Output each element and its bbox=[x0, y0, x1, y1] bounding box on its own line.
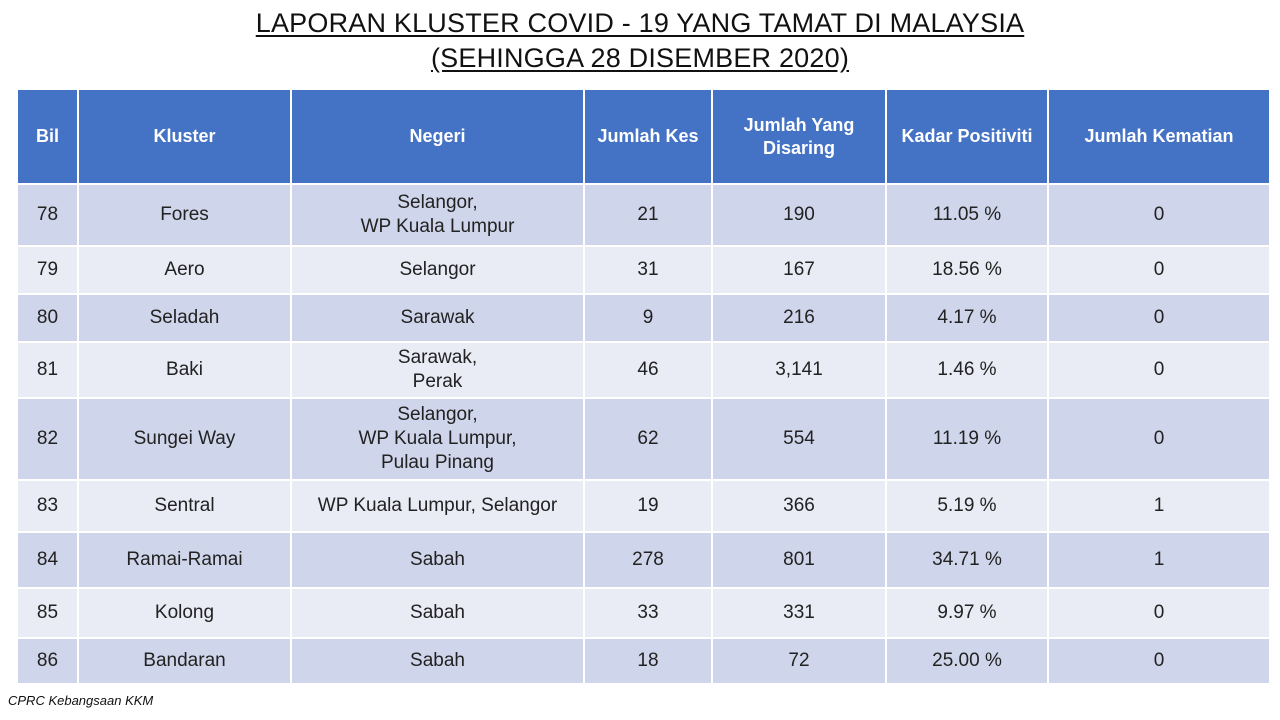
cell-jumlah-disaring: 331 bbox=[711, 587, 887, 639]
cell-kadar-positiviti: 25.00 % bbox=[885, 637, 1049, 685]
cell-jumlah-kematian: 1 bbox=[1047, 479, 1271, 533]
header-kluster: Kluster bbox=[77, 88, 292, 185]
cell-kadar-positiviti: 9.97 % bbox=[885, 587, 1049, 639]
table-row: 79 Aero Selangor 31 167 18.56 % 0 bbox=[16, 245, 1271, 295]
cell-negeri: Selangor bbox=[290, 245, 585, 295]
cell-kluster: Fores bbox=[77, 183, 292, 247]
table-row: 82 Sungei Way Selangor, WP Kuala Lumpur, Pul… bbox=[16, 397, 1271, 481]
cell-kluster: Kolong bbox=[77, 587, 292, 639]
cell-jumlah-disaring: 554 bbox=[711, 397, 887, 481]
header-jumlah-kes: Jumlah Kes bbox=[583, 88, 713, 185]
cell-jumlah-kematian: 0 bbox=[1047, 245, 1271, 295]
cell-jumlah-kematian: 0 bbox=[1047, 397, 1271, 481]
cell-jumlah-kes: 33 bbox=[583, 587, 713, 639]
cell-kluster: Aero bbox=[77, 245, 292, 295]
cell-jumlah-disaring: 801 bbox=[711, 531, 887, 589]
cell-bil: 83 bbox=[16, 479, 79, 533]
table-row: 86 Bandaran Sabah 18 72 25.00 % 0 bbox=[16, 637, 1271, 685]
cell-kadar-positiviti: 34.71 % bbox=[885, 531, 1049, 589]
cell-bil: 86 bbox=[16, 637, 79, 685]
cell-kluster: Baki bbox=[77, 341, 292, 399]
cell-jumlah-disaring: 167 bbox=[711, 245, 887, 295]
report-title: LAPORAN KLUSTER COVID - 19 YANG TAMAT DI… bbox=[0, 6, 1280, 76]
cell-jumlah-kes: 278 bbox=[583, 531, 713, 589]
table-row: 85 Kolong Sabah 33 331 9.97 % 0 bbox=[16, 587, 1271, 639]
cell-negeri: WP Kuala Lumpur, Selangor bbox=[290, 479, 585, 533]
cell-bil: 80 bbox=[16, 293, 79, 343]
header-jumlah-disaring-text: Jumlah Yang Disaring bbox=[743, 114, 855, 158]
cell-jumlah-disaring: 3,141 bbox=[711, 341, 887, 399]
table-row: 83 Sentral WP Kuala Lumpur, Selangor 19 366 5… bbox=[16, 479, 1271, 533]
title-line-1: LAPORAN KLUSTER COVID - 19 YANG TAMAT DI… bbox=[255, 8, 1025, 38]
cell-kluster: Sungei Way bbox=[77, 397, 292, 481]
cell-jumlah-disaring: 190 bbox=[711, 183, 887, 247]
cell-kadar-positiviti: 1.46 % bbox=[885, 341, 1049, 399]
cell-negeri: Sabah bbox=[290, 637, 585, 685]
cell-jumlah-kes: 62 bbox=[583, 397, 713, 481]
header-jumlah-kematian: Jumlah Kematian bbox=[1047, 88, 1271, 185]
cell-bil: 81 bbox=[16, 341, 79, 399]
cell-jumlah-disaring: 366 bbox=[711, 479, 887, 533]
cell-jumlah-kes: 21 bbox=[583, 183, 713, 247]
cell-kluster: Ramai-Ramai bbox=[77, 531, 292, 589]
table-row: 78 Fores Selangor, WP Kuala Lumpur 21 190 11.0… bbox=[16, 183, 1271, 247]
cell-jumlah-kematian: 0 bbox=[1047, 183, 1271, 247]
cell-negeri: Sarawak bbox=[290, 293, 585, 343]
cell-jumlah-kes: 19 bbox=[583, 479, 713, 533]
cell-kadar-positiviti: 18.56 % bbox=[885, 245, 1049, 295]
cell-jumlah-kes: 46 bbox=[583, 341, 713, 399]
cell-kluster: Seladah bbox=[77, 293, 292, 343]
cell-kluster: Bandaran bbox=[77, 637, 292, 685]
table-row: 84 Ramai-Ramai Sabah 278 801 34.71 % 1 bbox=[16, 531, 1271, 589]
cell-jumlah-kes: 18 bbox=[583, 637, 713, 685]
cell-bil: 79 bbox=[16, 245, 79, 295]
cell-bil: 84 bbox=[16, 531, 79, 589]
cell-jumlah-disaring: 216 bbox=[711, 293, 887, 343]
cell-kluster: Sentral bbox=[77, 479, 292, 533]
cell-negeri: Selangor, WP Kuala Lumpur, Pulau Pinang bbox=[290, 397, 585, 481]
cell-jumlah-kematian: 0 bbox=[1047, 637, 1271, 685]
cell-negeri: Selangor, WP Kuala Lumpur bbox=[290, 183, 585, 247]
cell-jumlah-kematian: 0 bbox=[1047, 587, 1271, 639]
source-footer: CPRC Kebangsaan KKM bbox=[8, 693, 154, 708]
cell-kadar-positiviti: 11.19 % bbox=[885, 397, 1049, 481]
cell-jumlah-disaring: 72 bbox=[711, 637, 887, 685]
cell-bil: 78 bbox=[16, 183, 79, 247]
cell-jumlah-kematian: 0 bbox=[1047, 293, 1271, 343]
cell-jumlah-kes: 31 bbox=[583, 245, 713, 295]
cell-negeri: Sabah bbox=[290, 531, 585, 589]
table-row: 80 Seladah Sarawak 9 216 4.17 % 0 bbox=[16, 293, 1271, 343]
header-jumlah-disaring: Jumlah Yang Disaring bbox=[711, 88, 887, 185]
table-row: 81 Baki Sarawak, Perak 46 3,141 1.46 % 0 bbox=[16, 341, 1271, 399]
cell-negeri: Sabah bbox=[290, 587, 585, 639]
header-bil: Bil bbox=[16, 88, 79, 185]
cell-bil: 82 bbox=[16, 397, 79, 481]
cluster-table: Bil Kluster Negeri Jumlah Kes Jumlah Yan… bbox=[16, 88, 1271, 685]
cell-kadar-positiviti: 11.05 % bbox=[885, 183, 1049, 247]
cell-kadar-positiviti: 5.19 % bbox=[885, 479, 1049, 533]
cell-bil: 85 bbox=[16, 587, 79, 639]
title-line-2: (SEHINGGA 28 DISEMBER 2020) bbox=[430, 43, 850, 73]
table-header-row: Bil Kluster Negeri Jumlah Kes Jumlah Yan… bbox=[16, 88, 1271, 185]
cell-jumlah-kematian: 0 bbox=[1047, 341, 1271, 399]
cell-jumlah-kematian: 1 bbox=[1047, 531, 1271, 589]
cell-negeri: Sarawak, Perak bbox=[290, 341, 585, 399]
table-body: 78 Fores Selangor, WP Kuala Lumpur 21 190 11.0… bbox=[16, 183, 1271, 685]
cell-jumlah-kes: 9 bbox=[583, 293, 713, 343]
header-negeri: Negeri bbox=[290, 88, 585, 185]
header-kadar-positiviti: Kadar Positiviti bbox=[885, 88, 1049, 185]
cell-kadar-positiviti: 4.17 % bbox=[885, 293, 1049, 343]
